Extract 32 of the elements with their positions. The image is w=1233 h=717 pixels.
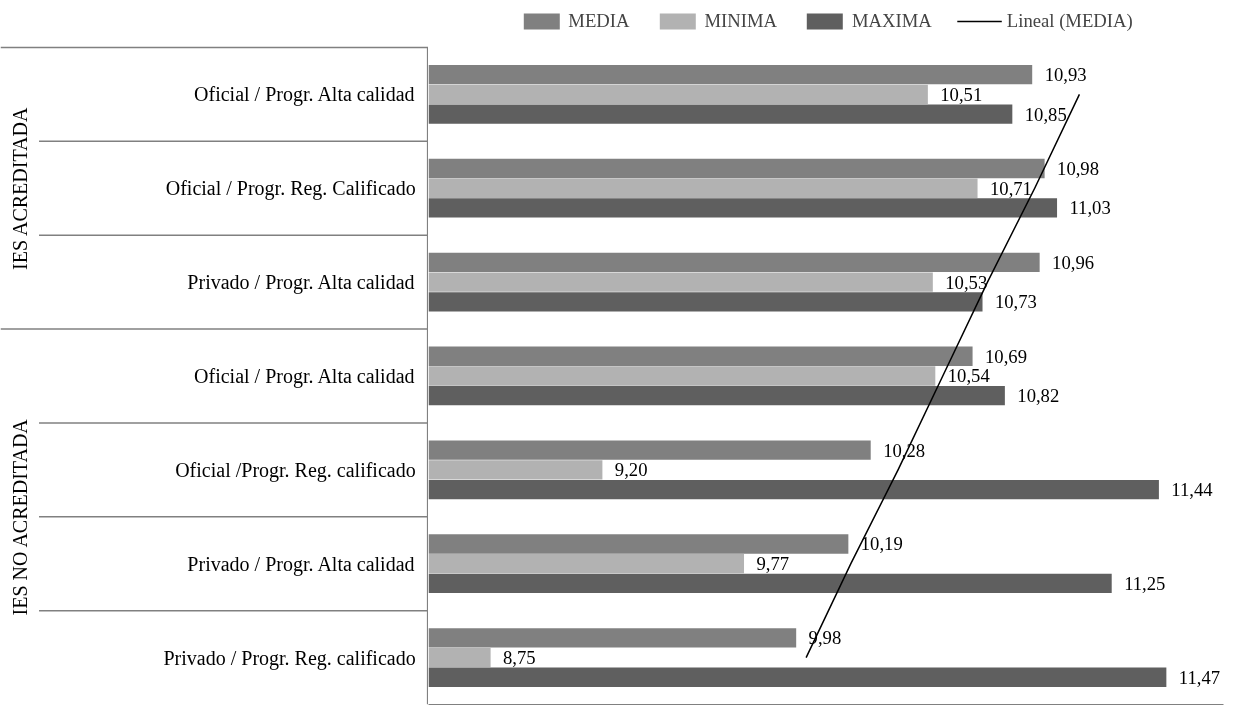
data-label: 11,25 [1124, 572, 1166, 594]
data-label: 10,19 [860, 533, 903, 555]
data-label: 10,82 [1017, 385, 1060, 407]
data-label: 11,44 [1171, 479, 1214, 501]
legend-label: MAXIMA [852, 10, 932, 32]
data-label: 10,71 [989, 177, 1032, 199]
data-label: 10,54 [947, 365, 991, 387]
data-label: 10,98 [1057, 158, 1100, 180]
data-label: 10,69 [985, 345, 1027, 367]
data-label: 9,77 [756, 553, 790, 575]
data-label: 10,93 [1044, 64, 1087, 86]
data-label: 10,85 [1024, 103, 1067, 125]
y-tick-label: Oficial /Progr. Reg. calificado [175, 458, 416, 482]
y-tick-label: Privado / Progr. Alta calidad [187, 552, 415, 576]
legend-label: MEDIA [568, 10, 630, 32]
legend-label: MINIMA [704, 10, 778, 32]
y-tick-label: Privado / Progr. Reg. calificado [163, 646, 416, 670]
legend-label: Lineal (MEDIA) [1006, 10, 1133, 32]
y-tick-label: Privado / Progr. Alta calidad [187, 271, 415, 295]
y-tick-label: Oficial / Progr. Alta calidad [194, 83, 415, 107]
data-label: 10,96 [1052, 251, 1095, 273]
data-label: 9,20 [614, 459, 648, 481]
data-label: 10,73 [994, 291, 1037, 313]
y-tick-label: Oficial / Progr. Reg. Calificado [165, 177, 416, 201]
y-tick-label: Oficial / Progr. Alta calidad [194, 364, 415, 388]
data-label: 10,53 [945, 271, 988, 293]
text: IES ACREDITADA [8, 107, 31, 270]
data-label: 10,51 [940, 83, 983, 105]
text: IES NO ACREDITADA [8, 418, 31, 616]
data-label: 8,75 [503, 647, 536, 669]
data-label: 11,47 [1178, 666, 1221, 688]
data-label: 11,03 [1069, 197, 1111, 219]
